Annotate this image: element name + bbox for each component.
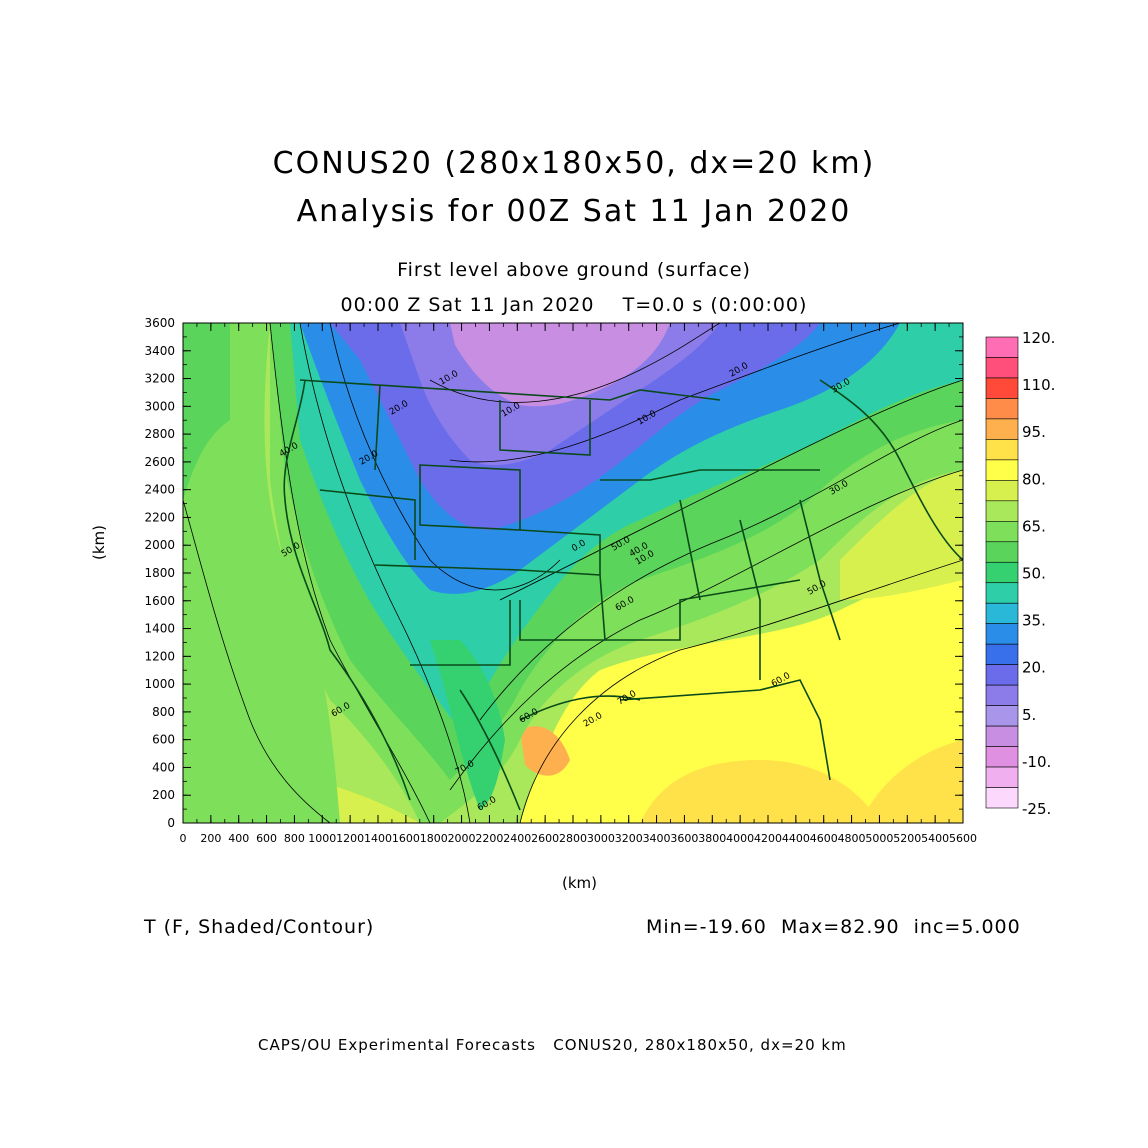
colorbar-label: 20. — [1022, 659, 1046, 677]
x-tick-label: 600 — [256, 832, 277, 845]
colorbar-label: 95. — [1022, 423, 1046, 441]
y-tick-label: 3600 — [144, 316, 175, 330]
colorbar-label: -25. — [1022, 800, 1051, 818]
x-tick-label: 2600 — [531, 832, 559, 845]
colorbar-swatch — [985, 725, 1019, 747]
x-tick-label: 2200 — [475, 832, 503, 845]
x-tick-label: 800 — [284, 832, 305, 845]
y-tick-label: 200 — [152, 788, 175, 802]
y-tick-label: 3000 — [144, 399, 175, 413]
boundaries — [283, 379, 963, 811]
x-tick-label: 1800 — [420, 832, 448, 845]
x-tick-label: 0 — [180, 832, 187, 845]
colorbar-swatch — [985, 787, 1019, 809]
plot-title-line2: Analysis for 00Z Sat 11 Jan 2020 — [296, 194, 852, 229]
colorbar-swatch — [985, 459, 1019, 481]
colorbar-swatch — [985, 705, 1019, 727]
x-tick-label: 5200 — [893, 832, 921, 845]
colorbar-swatch — [985, 582, 1019, 604]
y-tick-label: 600 — [152, 733, 175, 747]
colorbar-swatch — [985, 377, 1019, 399]
y-axis-label: (km) — [90, 524, 108, 560]
x-tick-label: 400 — [228, 832, 249, 845]
x-tick-label: 5400 — [921, 832, 949, 845]
x-tick-label: 3800 — [698, 832, 726, 845]
colorbar-swatch — [985, 418, 1019, 440]
y-tick-label: 1800 — [144, 566, 175, 580]
colorbar-swatch — [985, 336, 1019, 358]
colorbar-swatch — [985, 541, 1019, 563]
colorbar: 120. 110. 95. 80. 65. 50. 35. 20. 5. -10. -25. — [985, 329, 1055, 818]
x-tick-label: 4800 — [838, 832, 866, 845]
colorbar-label: 120. — [1022, 329, 1055, 347]
level-subtitle: First level above ground (surface) — [397, 259, 751, 281]
y-tick-label: 800 — [152, 705, 175, 719]
colorbar-swatch — [985, 746, 1019, 768]
x-tick-label: 5000 — [865, 832, 893, 845]
x-tick-label: 3400 — [643, 832, 671, 845]
colorbar-swatch — [985, 766, 1019, 788]
colorbar-swatch — [985, 561, 1019, 584]
y-tick-label: 400 — [152, 760, 175, 774]
colorbar-label: 110. — [1022, 376, 1055, 394]
x-tick-label: 2000 — [448, 832, 476, 845]
y-axis: 0 200 400 600 800 1000 1200 1400 1600 1800 2000 220… — [144, 316, 963, 830]
y-tick-label: 2000 — [144, 538, 175, 552]
colorbar-label: 5. — [1022, 706, 1036, 724]
x-tick-label: 1400 — [364, 832, 392, 845]
x-tick-label: 3600 — [670, 832, 698, 845]
y-tick-label: 0 — [167, 816, 175, 830]
x-tick-label: 5600 — [949, 832, 977, 845]
colorbar-swatch — [985, 500, 1019, 522]
y-tick-label: 2800 — [144, 427, 175, 441]
colorbar-label: 65. — [1022, 517, 1046, 535]
y-tick-label: 1200 — [144, 649, 175, 663]
shaded-field — [183, 323, 963, 823]
colorbar-swatch — [985, 398, 1019, 420]
x-tick-label: 1600 — [392, 832, 420, 845]
footer-credit: CAPS/OU Experimental Forecasts CONUS20, … — [258, 1036, 847, 1054]
colorbar-swatch — [985, 357, 1019, 379]
x-tick-label: 4000 — [726, 832, 754, 845]
x-axis-label: (km) — [562, 874, 598, 892]
colorbar-label: -10. — [1022, 753, 1051, 771]
y-tick-label: 1400 — [144, 622, 175, 636]
stats-label: Min=-19.60 Max=82.90 inc=5.000 — [646, 916, 1021, 938]
x-axis: 0 200 400 600 800 1000 1200 1400 1600 1800 2000 220… — [180, 323, 977, 845]
colorbar-swatch — [985, 439, 1019, 461]
time-subtitle: 00:00 Z Sat 11 Jan 2020 T=0.0 s (0:00:00… — [340, 294, 808, 316]
y-tick-label: 3400 — [144, 344, 175, 358]
plot-title-line1: CONUS20 (280x180x50, dx=20 km) — [272, 146, 876, 181]
colorbar-swatch — [985, 684, 1019, 706]
x-tick-label: 3000 — [587, 832, 615, 845]
variable-label: T (F, Shaded/Contour) — [144, 916, 375, 938]
colorbar-swatch — [985, 664, 1019, 686]
colorbar-swatch — [985, 521, 1019, 543]
x-tick-label: 1000 — [308, 832, 336, 845]
x-tick-label: 2400 — [503, 832, 531, 845]
colorbar-label: 35. — [1022, 612, 1046, 630]
colorbar-swatch — [985, 480, 1019, 502]
x-tick-label: 1200 — [336, 832, 364, 845]
x-tick-label: 3200 — [615, 832, 643, 845]
x-tick-label: 4600 — [810, 832, 838, 845]
y-tick-label: 1600 — [144, 594, 175, 608]
y-tick-label: 2600 — [144, 455, 175, 469]
y-tick-label: 2200 — [144, 510, 175, 524]
x-tick-label: 4200 — [754, 832, 782, 845]
contour-lines — [183, 323, 963, 823]
y-tick-label: 3200 — [144, 372, 175, 386]
y-tick-label: 1000 — [144, 677, 175, 691]
colorbar-swatch — [985, 623, 1019, 645]
colorbar-label: 50. — [1022, 565, 1046, 583]
colorbar-swatch — [985, 643, 1019, 665]
colorbar-swatch — [985, 602, 1019, 624]
colorbar-label: 80. — [1022, 470, 1046, 488]
x-tick-label: 4400 — [782, 832, 810, 845]
y-tick-label: 2400 — [144, 483, 175, 497]
x-tick-label: 200 — [200, 832, 221, 845]
x-tick-label: 2800 — [559, 832, 587, 845]
